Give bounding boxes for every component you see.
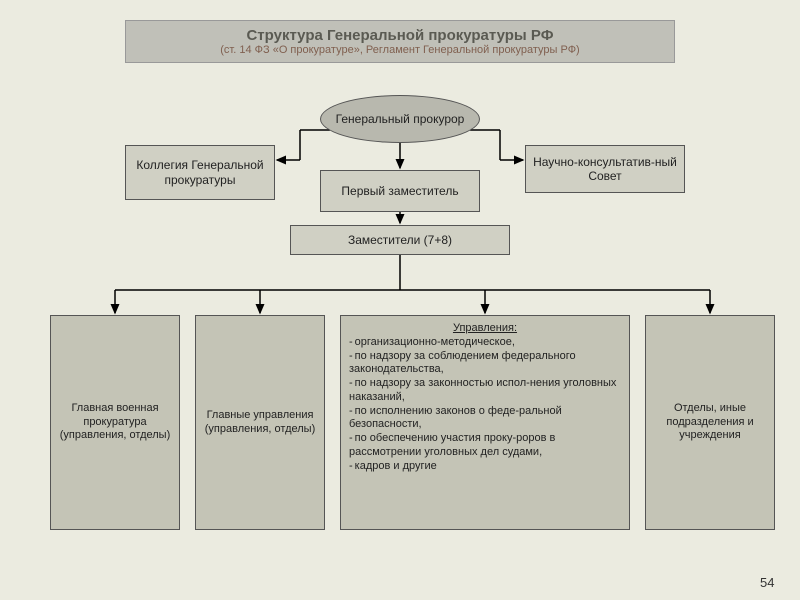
- list-item: по надзору за соблюдением федерального з…: [349, 350, 623, 378]
- node-kollegia: Коллегия Генеральной прокуратуры: [125, 145, 275, 200]
- box-departments-other: Отделы, иные подразделения и учреждения: [645, 315, 775, 530]
- node-general-prosecutor: Генеральный прокурор: [320, 95, 480, 143]
- box-main-directorates: Главные управления (управления, отделы): [195, 315, 325, 530]
- node-label: Научно-консультатив-ный Совет: [530, 155, 680, 184]
- page-number: 54: [760, 575, 774, 590]
- box-text: Отделы, иные подразделения и учреждения: [652, 402, 768, 443]
- list-item: организационно-методическое,: [349, 336, 623, 350]
- box-directorates-list: Управления: организационно-методическое,…: [340, 315, 630, 530]
- node-deputies: Заместители (7+8): [290, 225, 510, 255]
- title-main: Структура Генеральной прокуратуры РФ: [136, 27, 664, 44]
- box-heading: Управления:: [347, 322, 623, 336]
- list-item: по надзору за законностью испол-нения уг…: [349, 377, 623, 405]
- diagram-title: Структура Генеральной прокуратуры РФ (ст…: [125, 20, 675, 63]
- list-item: по исполнению законов о феде-ральной без…: [349, 405, 623, 433]
- directorates-list: организационно-методическое, по надзору …: [347, 336, 623, 474]
- node-label: Генеральный прокурор: [336, 112, 465, 126]
- node-first-deputy: Первый заместитель: [320, 170, 480, 212]
- box-text: Главные управления (управления, отделы): [202, 409, 318, 437]
- node-label: Коллегия Генеральной прокуратуры: [130, 158, 270, 187]
- node-label: Первый заместитель: [341, 184, 458, 198]
- title-sub: (ст. 14 ФЗ «О прокуратуре», Регламент Ге…: [136, 44, 664, 56]
- list-item: по обеспечению участия проку-роров в рас…: [349, 432, 623, 460]
- box-military-prosecution: Главная военная прокуратура (управления,…: [50, 315, 180, 530]
- node-scientific-council: Научно-консультатив-ный Совет: [525, 145, 685, 193]
- node-label: Заместители (7+8): [348, 233, 452, 247]
- list-item: кадров и другие: [349, 460, 623, 474]
- box-text: Главная военная прокуратура (управления,…: [57, 402, 173, 443]
